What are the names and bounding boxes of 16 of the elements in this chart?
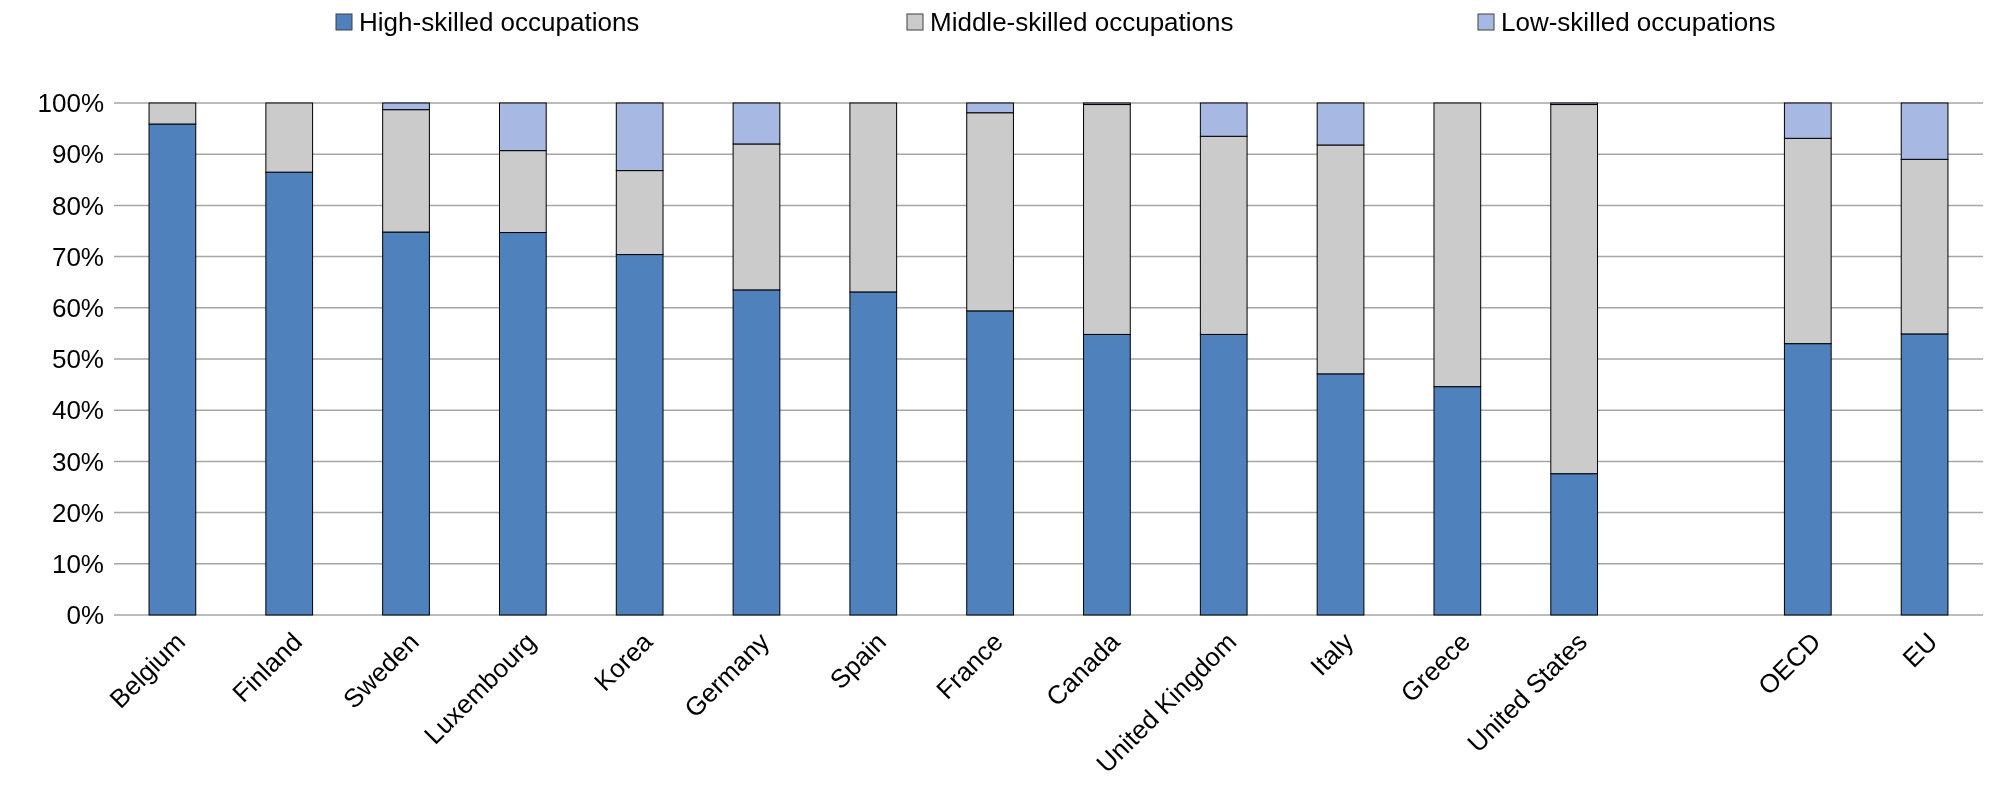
y-tick-label: 70% <box>51 241 104 272</box>
legend-label: High-skilled occupations <box>359 7 640 38</box>
legend-label: Low-skilled occupations <box>1501 7 1776 38</box>
y-tick-label: 30% <box>51 446 104 477</box>
y-tick-label: 10% <box>51 548 104 579</box>
y-tick-label: 90% <box>51 139 104 170</box>
x-tick-label: EU <box>1896 626 1944 674</box>
y-tick-label: 50% <box>51 344 104 375</box>
y-tick-label: 20% <box>51 497 104 528</box>
y-tick-label: 0% <box>66 600 104 631</box>
legend-label: Middle-skilled occupations <box>930 7 1234 38</box>
y-tick-label: 40% <box>51 395 104 426</box>
y-tick-label: 60% <box>51 292 104 323</box>
x-tick-label: Italy <box>1304 626 1360 682</box>
y-tick-label: 80% <box>51 190 104 221</box>
y-tick-label: 100% <box>37 88 104 119</box>
